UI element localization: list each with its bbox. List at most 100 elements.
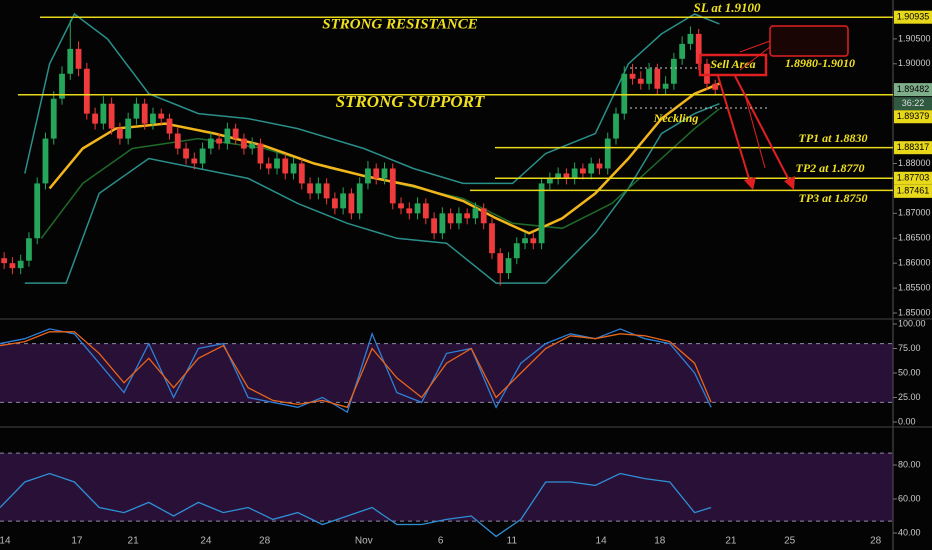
candle-body (637, 78, 644, 84)
candle-body (588, 163, 595, 174)
candle-body (629, 73, 636, 79)
candle-body (546, 178, 553, 184)
candle-body (183, 148, 189, 159)
candle-body (34, 183, 41, 239)
price-tag-label: 1.90935 (897, 12, 930, 22)
callout-box (769, 25, 849, 57)
candle-body (265, 163, 272, 169)
price-tag (894, 171, 932, 185)
x-tick-label: 6 (438, 536, 444, 547)
candle-body (348, 193, 355, 214)
y-tick-label: 1.88000 (898, 158, 931, 168)
candle-body (406, 208, 413, 214)
candle-body (340, 193, 347, 209)
candle-body (489, 223, 495, 254)
candle-body (125, 118, 132, 139)
candle-body (274, 158, 280, 169)
price-tag-label: 1.88317 (897, 142, 930, 152)
candle-body (555, 173, 562, 179)
candle-body (530, 238, 537, 244)
x-tick-label: 24 (200, 536, 212, 547)
indicator-line (48, 82, 720, 235)
candle-body (207, 138, 214, 149)
candle-body (331, 198, 338, 209)
candle-body (150, 113, 156, 124)
annotation: TP1 at 1.8830 (799, 131, 868, 145)
candle-body (9, 263, 16, 269)
sell-area-box (698, 53, 768, 77)
candle-body (497, 253, 504, 274)
candle-body (356, 183, 363, 214)
level-band (0, 453, 893, 522)
candle-body (26, 238, 32, 261)
candle-body (174, 133, 181, 149)
annotation: 1.8980-1.9010 (785, 56, 855, 70)
candle-body (670, 58, 677, 84)
arrow-head (744, 177, 756, 190)
candle-body (257, 143, 264, 164)
countdown: 36:22 (902, 98, 925, 108)
x-tick-label: Nov (355, 536, 373, 547)
y-tick-label: 1.85000 (898, 307, 931, 317)
candle-body (373, 168, 380, 179)
price-tag (894, 83, 932, 97)
candle-body (323, 183, 330, 199)
y-tick-label: 25.00 (898, 392, 921, 402)
candle-body (381, 168, 388, 179)
candle-body (290, 163, 297, 174)
price-tag-label: 1.87703 (897, 173, 930, 183)
price-tag-label: 1.89379 (897, 111, 930, 121)
candle-body (422, 203, 429, 219)
y-tick-label: 1.87000 (898, 208, 931, 218)
annotation: Neckling (653, 111, 699, 125)
candle-body (92, 113, 98, 124)
candle-body (108, 103, 115, 129)
candle-body (439, 213, 446, 234)
candle-body (621, 73, 628, 114)
y-tick-label: 50.00 (898, 367, 921, 377)
candle-body (241, 138, 247, 149)
candle-body (695, 33, 702, 64)
y-tick-label: 40.00 (898, 527, 921, 537)
candle-body (282, 158, 289, 174)
y-tick-label: 1.85500 (898, 282, 931, 292)
candle-body (646, 68, 652, 84)
y-tick-label: 80.00 (898, 459, 921, 469)
annotation: TP2 at 1.8770 (796, 161, 865, 175)
candle-body (571, 168, 578, 179)
price-tag (894, 141, 932, 155)
y-tick-label: 1.86500 (898, 233, 931, 243)
candle-body (505, 258, 512, 274)
candle-body (75, 48, 82, 69)
candle-body (116, 128, 123, 139)
annotation: STRONG RESISTANCE (322, 16, 477, 32)
annotation: SL at 1.9100 (693, 0, 761, 15)
candle-body (315, 183, 322, 194)
y-tick-label: 1.90000 (898, 58, 931, 68)
candle-body (604, 138, 611, 169)
candle-body (166, 118, 173, 134)
candle-body (249, 143, 256, 149)
candle-body (83, 68, 90, 114)
candle-body (191, 158, 198, 164)
candle-body (365, 168, 371, 184)
y-tick-label: 60.00 (898, 493, 921, 503)
annotation: STRONG SUPPORT (336, 92, 485, 111)
candle-body (596, 163, 603, 169)
candle-body (613, 113, 619, 139)
price-tag (894, 10, 932, 24)
arrow-head (784, 176, 795, 190)
x-tick-label: 14 (0, 536, 11, 547)
candle-body (480, 208, 487, 224)
candle-body (216, 138, 223, 144)
candle-body (464, 213, 471, 219)
candle-body (42, 138, 49, 184)
candle-body (522, 238, 528, 244)
candle-body (298, 163, 305, 184)
candle-body (224, 128, 231, 144)
candle-body (59, 73, 65, 99)
x-tick-label: 25 (784, 536, 796, 547)
x-tick-label: 14 (596, 536, 608, 547)
callout-pointer (739, 40, 771, 53)
candle-body (50, 98, 57, 139)
